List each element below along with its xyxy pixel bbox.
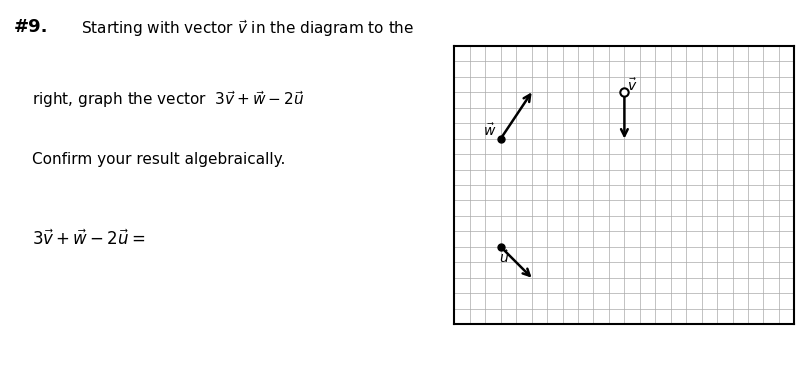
Text: Confirm your result algebraically.: Confirm your result algebraically. bbox=[32, 152, 285, 167]
Text: $3\vec{v}+\vec{w}-2\vec{u}=$: $3\vec{v}+\vec{w}-2\vec{u}=$ bbox=[32, 229, 145, 249]
Text: $\vec{v}$: $\vec{v}$ bbox=[627, 78, 638, 94]
Text: #9.: #9. bbox=[14, 18, 48, 37]
Text: $\vec{w}$: $\vec{w}$ bbox=[483, 122, 497, 139]
Text: right, graph the vector  $3\vec{v}+\vec{w}-2\vec{u}$: right, graph the vector $3\vec{v}+\vec{w… bbox=[32, 89, 304, 110]
Text: Starting with vector $\vec{v}$ in the diagram to the: Starting with vector $\vec{v}$ in the di… bbox=[82, 18, 414, 40]
Text: $\vec{u}$: $\vec{u}$ bbox=[498, 249, 509, 266]
